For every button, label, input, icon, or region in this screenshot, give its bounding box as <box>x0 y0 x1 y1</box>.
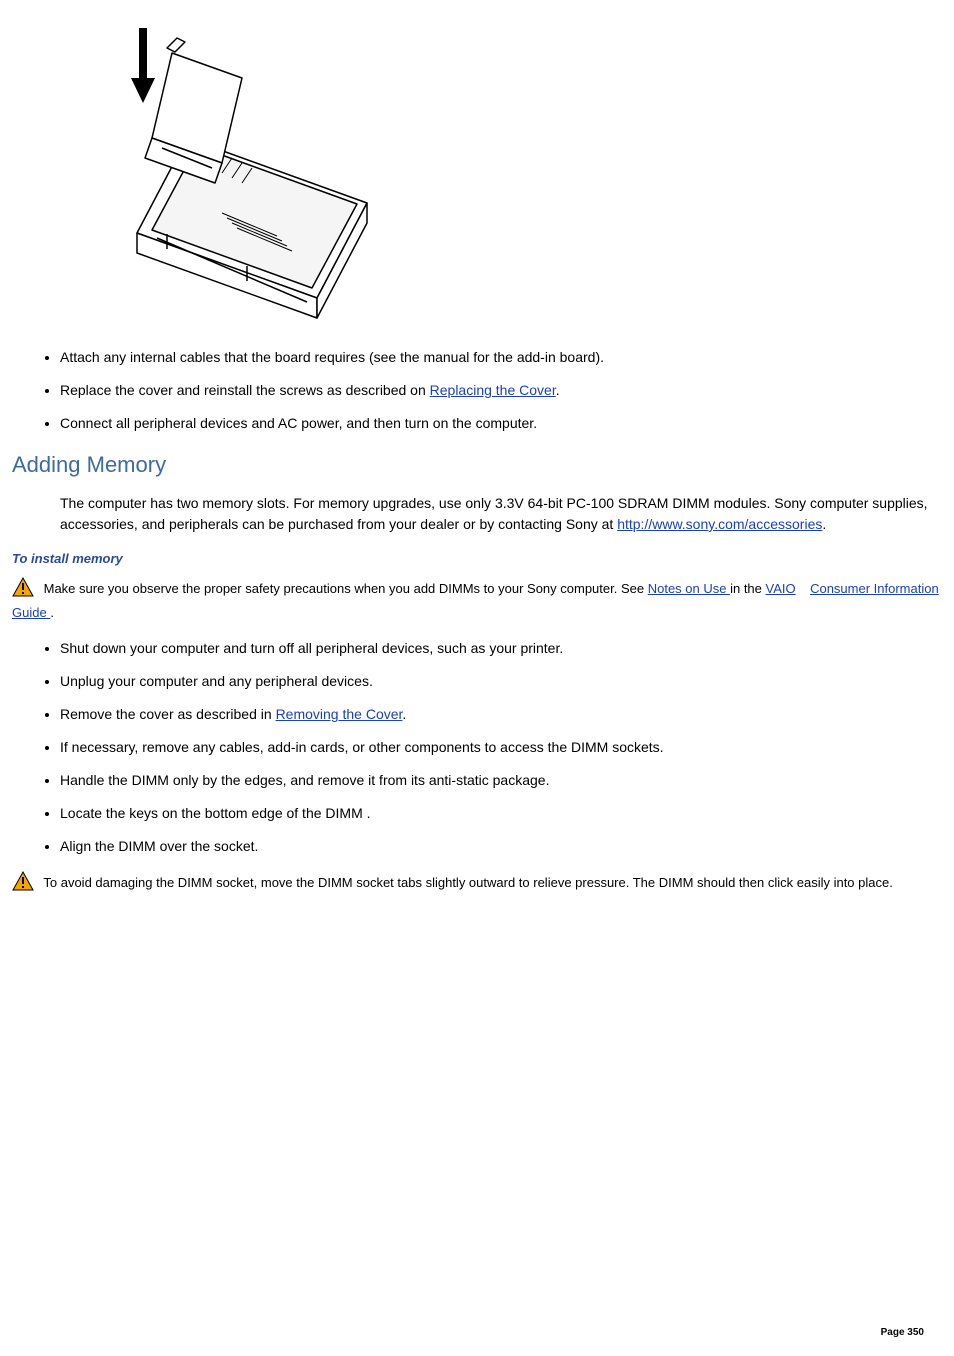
warn-text: To avoid damaging the DIMM socket, move … <box>40 875 893 890</box>
warning-icon <box>12 871 34 898</box>
para-text-after: . <box>822 516 826 532</box>
warn-text: Make sure you observe the proper safety … <box>40 581 648 596</box>
list-item: Attach any internal cables that the boar… <box>60 347 942 368</box>
list-text-after: . <box>402 706 406 722</box>
warning-icon <box>12 577 34 604</box>
list-text: Connect all peripheral devices and AC po… <box>60 415 537 431</box>
replacing-cover-link[interactable]: Replacing the Cover <box>430 382 556 398</box>
list-item: Handle the DIMM only by the edges, and r… <box>60 770 942 791</box>
list-text: Handle the DIMM only by the edges, and r… <box>60 772 549 788</box>
list-item: If necessary, remove any cables, add-in … <box>60 737 942 758</box>
list-text: Shut down your computer and turn off all… <box>60 640 563 656</box>
list-text: Align the DIMM over the socket. <box>60 838 258 854</box>
removing-cover-link[interactable]: Removing the Cover <box>276 706 403 722</box>
top-bullet-list: Attach any internal cables that the boar… <box>12 347 942 434</box>
list-text: Attach any internal cables that the boar… <box>60 349 604 365</box>
install-memory-subheading: To install memory <box>12 549 942 569</box>
list-item: Replace the cover and reinstall the scre… <box>60 380 942 401</box>
warning-block-1: Make sure you observe the proper safety … <box>12 577 942 625</box>
list-text-after: . <box>556 382 560 398</box>
warn-text: in the <box>730 581 765 596</box>
bottom-bullet-list: Shut down your computer and turn off all… <box>12 638 942 857</box>
list-item: Locate the keys on the bottom edge of th… <box>60 803 942 824</box>
vaio-link[interactable]: VAIO <box>766 581 796 596</box>
sony-accessories-link[interactable]: http://www.sony.com/accessories <box>617 516 822 532</box>
memory-paragraph: The computer has two memory slots. For m… <box>60 493 942 535</box>
warning-block-2: To avoid damaging the DIMM socket, move … <box>12 871 942 898</box>
notes-on-use-link[interactable]: Notes on Use <box>648 581 730 596</box>
list-text: Locate the keys on the bottom edge of th… <box>60 805 371 821</box>
list-text: Remove the cover as described in <box>60 706 276 722</box>
warn-gap <box>796 581 810 596</box>
list-item: Unplug your computer and any peripheral … <box>60 671 942 692</box>
list-item: Remove the cover as described in Removin… <box>60 704 942 725</box>
list-item: Connect all peripheral devices and AC po… <box>60 413 942 434</box>
list-text: Replace the cover and reinstall the scre… <box>60 382 430 398</box>
list-item: Shut down your computer and turn off all… <box>60 638 942 659</box>
adding-memory-heading: Adding Memory <box>12 448 942 481</box>
list-text: If necessary, remove any cables, add-in … <box>60 739 664 755</box>
page-number: Page 350 <box>881 1325 924 1340</box>
list-item: Align the DIMM over the socket. <box>60 836 942 857</box>
list-text: Unplug your computer and any peripheral … <box>60 673 373 689</box>
warn-text: . <box>50 605 54 620</box>
install-card-illustration <box>67 18 942 329</box>
